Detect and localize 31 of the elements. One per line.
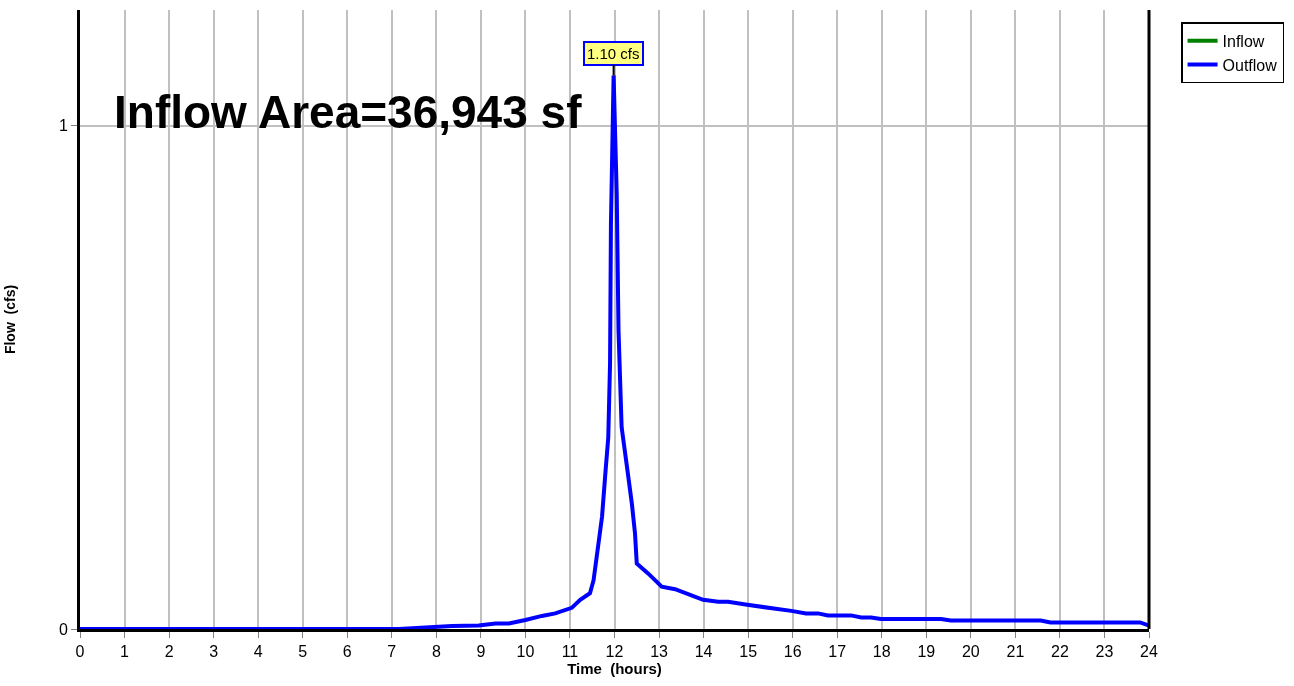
y-axis-title: Flow (cfs) (2, 284, 19, 355)
x-tick-label: 4 (253, 643, 263, 661)
legend-label: Outflow (1222, 56, 1278, 74)
x-tick-label: 20 (961, 643, 980, 661)
x-tick-label: 2 (164, 643, 174, 661)
x-tick-label: 8 (431, 643, 441, 661)
x-tick-label: 3 (209, 643, 219, 661)
x-tick-label: 10 (516, 643, 535, 661)
x-tick-label: 0 (75, 643, 85, 661)
x-tick-label: 6 (342, 643, 352, 661)
x-tick-label: 17 (828, 643, 847, 661)
x-tick-label: 21 (1006, 643, 1025, 661)
x-tick-label: 7 (387, 643, 397, 661)
x-tick-label: 18 (872, 643, 891, 661)
annotation: Inflow Area=36,943 sf (114, 86, 583, 138)
x-tick-label: 22 (1051, 643, 1069, 661)
x-tick-label: 24 (1140, 643, 1158, 661)
x-tick-label: 14 (694, 643, 713, 661)
x-tick-label: 12 (605, 643, 624, 661)
x-tick-label: 9 (476, 643, 486, 661)
legend-label: Inflow (1222, 33, 1265, 51)
x-tick-label: 15 (739, 643, 758, 661)
x-tick-label: 19 (917, 643, 936, 661)
x-tick-label: 13 (650, 643, 669, 661)
x-tick-label: 5 (298, 643, 308, 661)
x-tick-label: 1 (120, 643, 130, 661)
x-tick-label: 16 (783, 643, 802, 661)
annotation: 1.10 cfs (587, 45, 640, 62)
x-tick-label: 23 (1095, 643, 1114, 661)
x-axis-title: Time (hours) (567, 660, 662, 678)
x-tick-label: 11 (561, 643, 579, 661)
